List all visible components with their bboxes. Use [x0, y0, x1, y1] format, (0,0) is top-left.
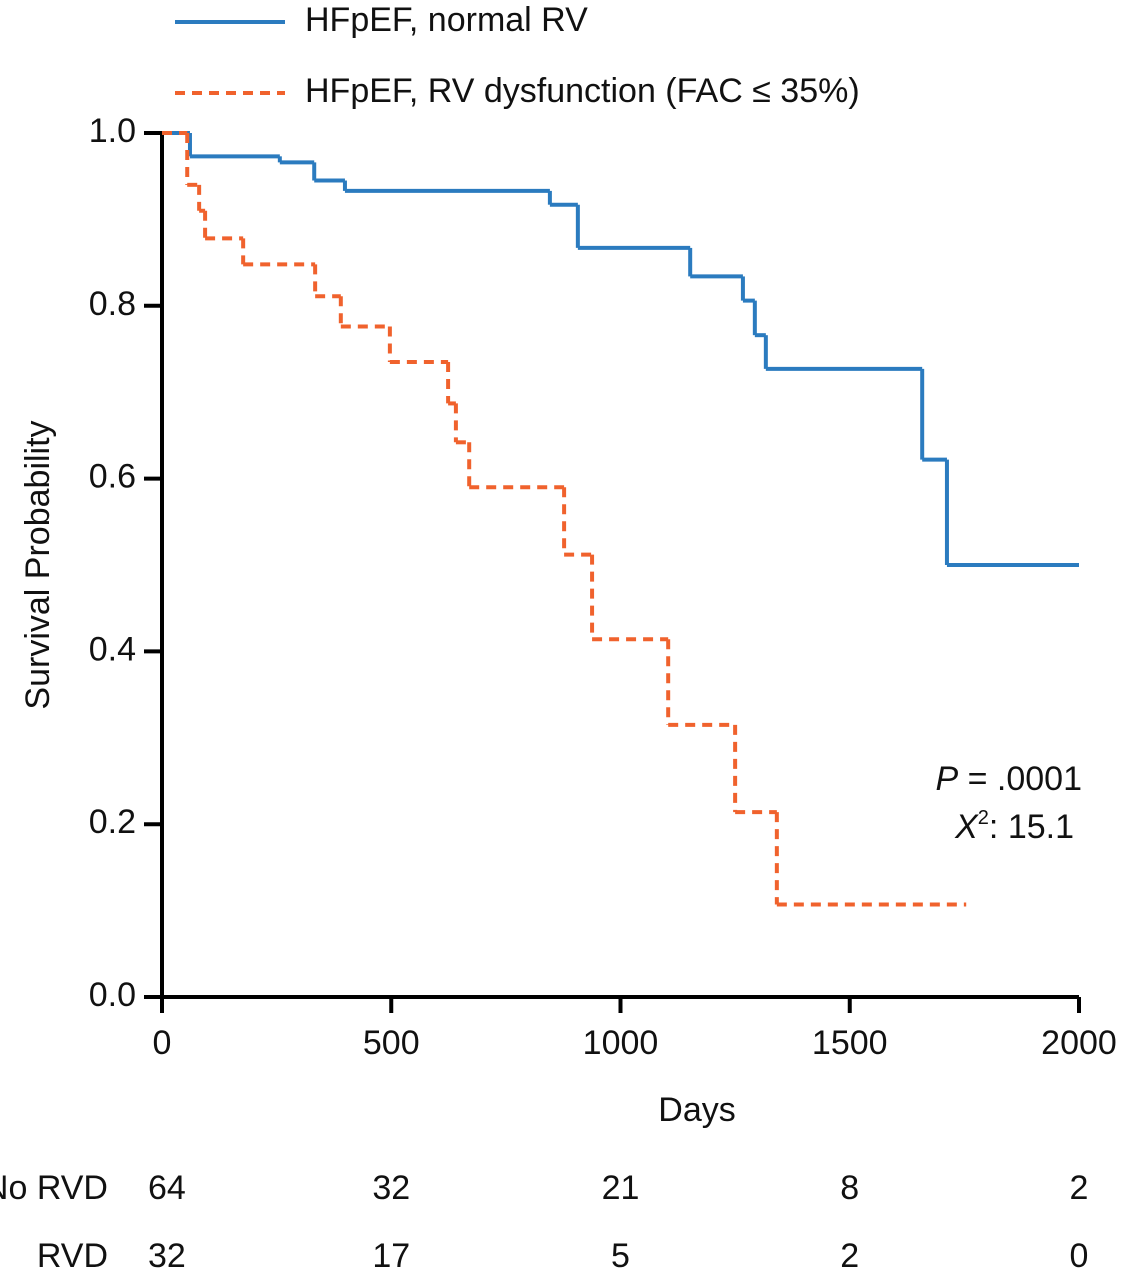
- y-tick-label: 0.2: [89, 803, 136, 841]
- y-tick-label: 1.0: [89, 112, 136, 150]
- risk-count: 64: [148, 1169, 186, 1207]
- legend-label: HFpEF, normal RV: [305, 1, 588, 39]
- x-tick-label: 1500: [812, 1024, 888, 1062]
- risk-count: 2: [840, 1237, 859, 1275]
- y-axis-label: Survival Probability: [19, 420, 57, 709]
- y-tick-label: 0.4: [89, 630, 136, 668]
- risk-count: 5: [611, 1237, 630, 1275]
- x-tick-label: 500: [363, 1024, 420, 1062]
- chi-text: : 15.1: [989, 808, 1074, 846]
- x-axis-label: Days: [658, 1091, 735, 1129]
- y-tick-label: 0.8: [89, 285, 136, 323]
- risk-row-label: RVD: [37, 1237, 108, 1275]
- legend-label: HFpEF, RV dysfunction (FAC ≤ 35%): [305, 72, 860, 110]
- chi-superscript: 2: [978, 807, 989, 829]
- chi-square: X2: 15.1: [954, 807, 1074, 846]
- p-text: = .0001: [958, 760, 1082, 798]
- risk-count: 17: [372, 1237, 410, 1275]
- p-value: P = .0001: [935, 760, 1082, 798]
- risk-count: 0: [1070, 1237, 1089, 1275]
- y-tick-label: 0.6: [89, 458, 136, 496]
- risk-count: 32: [148, 1237, 186, 1275]
- risk-count: 2: [1070, 1169, 1089, 1207]
- x-tick-label: 2000: [1041, 1024, 1117, 1062]
- p-symbol: P: [935, 760, 958, 798]
- chi-symbol: X: [954, 808, 979, 846]
- y-tick-label: 0.0: [89, 976, 136, 1014]
- x-tick-label: 0: [153, 1024, 172, 1062]
- x-tick-label: 1000: [583, 1024, 659, 1062]
- risk-count: 8: [840, 1169, 859, 1207]
- risk-row-label: No RVD: [0, 1169, 108, 1207]
- risk-count: 21: [602, 1169, 640, 1207]
- risk-count: 32: [372, 1169, 410, 1207]
